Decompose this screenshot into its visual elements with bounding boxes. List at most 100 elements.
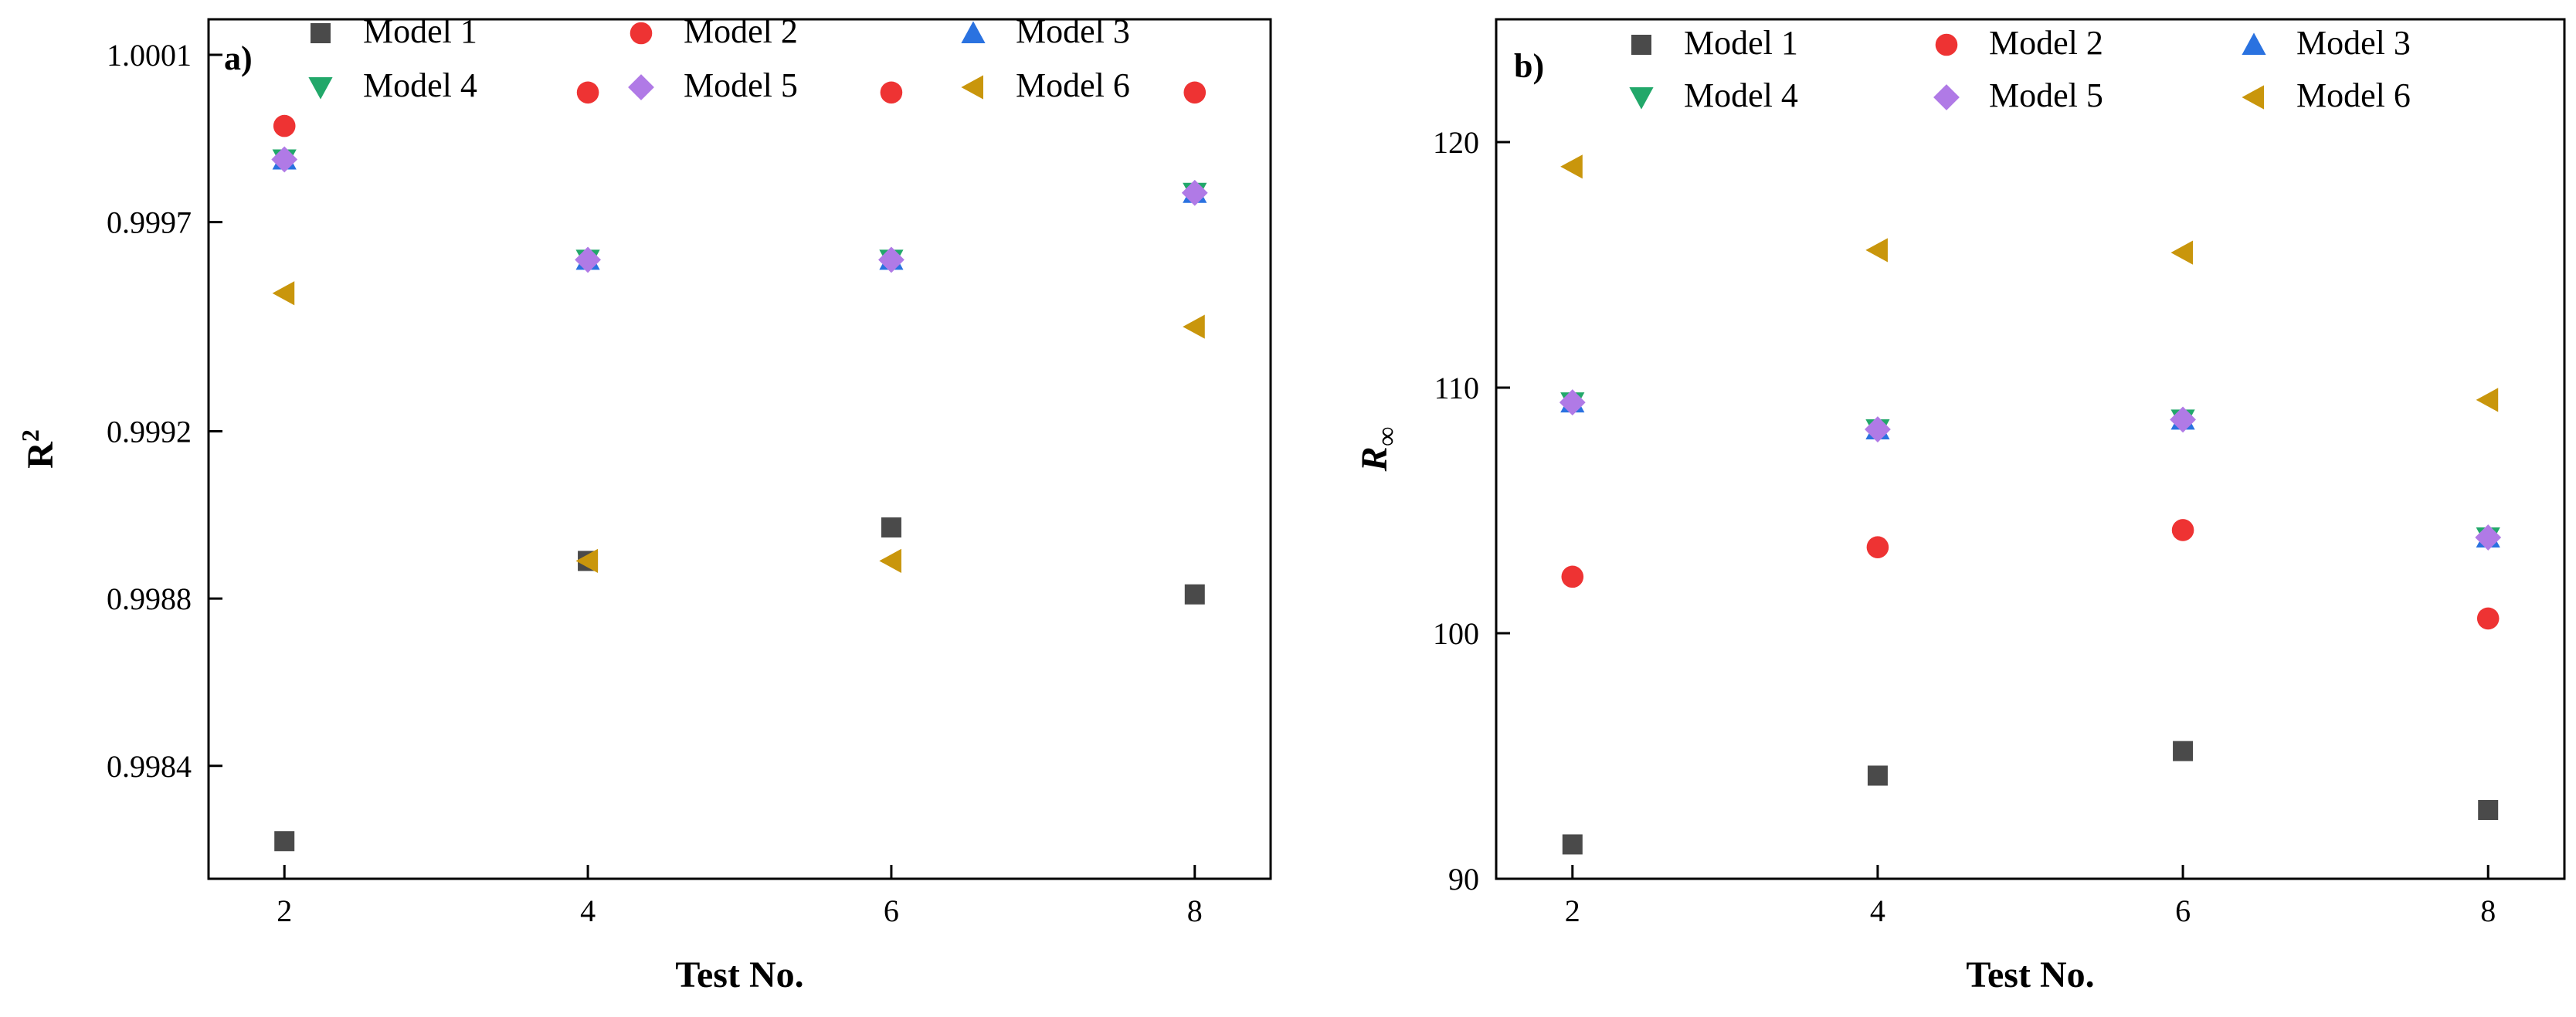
x-tick-label: 8: [1187, 893, 1203, 928]
y-tick-label: 1.0001: [107, 38, 192, 73]
data-point: [274, 831, 295, 852]
legend-item: Model 4: [1629, 76, 1798, 114]
plot-frame: [1495, 18, 2566, 880]
legend-marker-icon: [1629, 87, 1654, 110]
data-point: [272, 281, 295, 306]
legend-label: Model 2: [684, 12, 798, 50]
legend-item: Model 3: [961, 12, 1130, 50]
data-point: [575, 548, 599, 573]
legend-label: Model 6: [1016, 66, 1130, 104]
y-tick-label: 0.9984: [107, 749, 192, 784]
data-point: [2478, 799, 2499, 820]
legend-label: Model 4: [1684, 76, 1798, 114]
series-model-4: [1560, 392, 2500, 550]
series-model-5: [1559, 389, 2502, 551]
series-model-2: [273, 81, 1207, 137]
legend-item: Model 1: [311, 12, 477, 50]
series-model-3: [1560, 390, 2500, 547]
data-point: [576, 81, 599, 104]
legend-label: Model 6: [2296, 76, 2411, 114]
legend-item: Model 1: [1631, 24, 1798, 62]
legend-item: Model 4: [308, 66, 477, 104]
x-axis-title: Test No.: [675, 954, 803, 995]
legend-item: Model 6: [961, 66, 1130, 104]
plot-frame: [207, 18, 1272, 880]
data-point: [1867, 765, 1888, 786]
legend-item: Model 6: [2242, 76, 2411, 114]
data-point: [880, 81, 903, 104]
series-model-2: [1561, 519, 2500, 630]
legend-label: Model 1: [1684, 24, 1798, 62]
legend-marker-icon: [1933, 84, 1960, 110]
data-point: [575, 246, 601, 273]
data-point: [2476, 388, 2499, 412]
panel-label: a): [224, 39, 253, 77]
y-tick-label: 120: [1433, 125, 1479, 160]
data-point: [273, 114, 296, 137]
legend-label: Model 5: [684, 66, 798, 104]
series-model-6: [272, 281, 1205, 573]
series-model-4: [272, 149, 1207, 273]
x-tick-label: 8: [2480, 893, 2496, 928]
data-point: [1865, 238, 1888, 263]
x-tick-label: 2: [277, 893, 292, 928]
legend-item: Model 3: [2242, 24, 2411, 62]
legend: Model 1 Model 2 Model 3 Model 4 Model 5 Model…: [1629, 24, 2411, 114]
legend-item: Model 2: [1935, 24, 2103, 62]
data-point: [1183, 314, 1205, 339]
x-tick-label: 4: [1870, 893, 1885, 928]
legend-marker-icon: [311, 23, 331, 43]
series-model-6: [1560, 154, 2499, 412]
data-point: [1865, 416, 1891, 442]
legend-label: Model 2: [1989, 24, 2103, 62]
data-point: [1183, 81, 1207, 104]
data-point: [1560, 154, 1583, 179]
data-point: [1559, 389, 1586, 415]
legend-marker-icon: [2242, 32, 2266, 55]
legend-marker-icon: [2242, 85, 2264, 110]
x-axis-title: Test No.: [1966, 954, 2094, 995]
data-point: [271, 146, 298, 173]
legend: Model 1 Model 2 Model 3 Model 4 Model 5 Model…: [308, 12, 1130, 104]
data-point: [881, 517, 901, 538]
data-point: [2170, 406, 2196, 433]
legend-item: Model 5: [1933, 76, 2103, 114]
data-point: [2171, 519, 2194, 541]
data-point: [2170, 240, 2194, 265]
legend-marker-icon: [961, 21, 986, 43]
data-point: [2476, 607, 2500, 630]
x-tick-label: 6: [884, 893, 899, 928]
legend-marker-icon: [1935, 33, 1958, 56]
legend-marker-icon: [1631, 35, 1651, 55]
data-point: [1561, 565, 1584, 588]
y-tick-label: 0.9988: [107, 581, 192, 616]
series-model-3: [272, 147, 1207, 270]
x-tick-label: 4: [580, 893, 596, 928]
legend-marker-icon: [308, 77, 333, 100]
legend-label: Model 3: [1016, 12, 1130, 50]
legend-marker-icon: [961, 75, 983, 100]
data-point: [1866, 536, 1889, 558]
y-tick-label: 0.9992: [107, 414, 192, 449]
y-tick-label: 110: [1434, 371, 1479, 405]
data-point: [1181, 179, 1208, 206]
data-point: [1184, 584, 1205, 605]
data-point: [878, 246, 904, 273]
y-axis-title: R2: [16, 429, 61, 469]
series-model-1: [274, 517, 1205, 852]
y-tick-label: 100: [1433, 616, 1479, 651]
legend-item: Model 2: [630, 12, 798, 50]
legend-marker-icon: [628, 74, 654, 100]
data-point: [2475, 524, 2502, 551]
data-point: [1562, 834, 1583, 855]
legend-label: Model 3: [2296, 24, 2411, 62]
y-tick-label: 0.9997: [107, 205, 192, 240]
legend-label: Model 1: [363, 12, 477, 50]
chart-panel-a: 2 4 6 8 0.9984 0.9988 0.9992 0.9997 1.0001 Test N…: [16, 12, 1272, 995]
panel-label: b): [1514, 47, 1544, 85]
data-point: [2173, 741, 2194, 761]
y-tick-label: 90: [1448, 862, 1479, 897]
legend-item: Model 5: [628, 66, 798, 104]
